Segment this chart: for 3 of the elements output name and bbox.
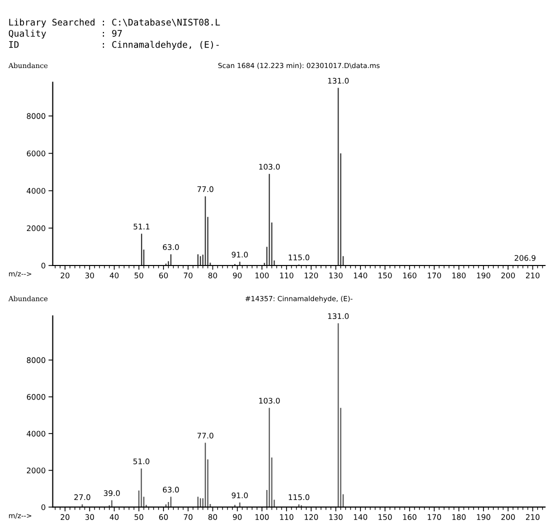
text: Library Searched : C:\Database\NIST08.L <box>9 18 220 28</box>
text: Quality : 97 <box>8 30 122 39</box>
text: ID : Cinnamaldehyde, (E)- <box>9 40 219 50</box>
